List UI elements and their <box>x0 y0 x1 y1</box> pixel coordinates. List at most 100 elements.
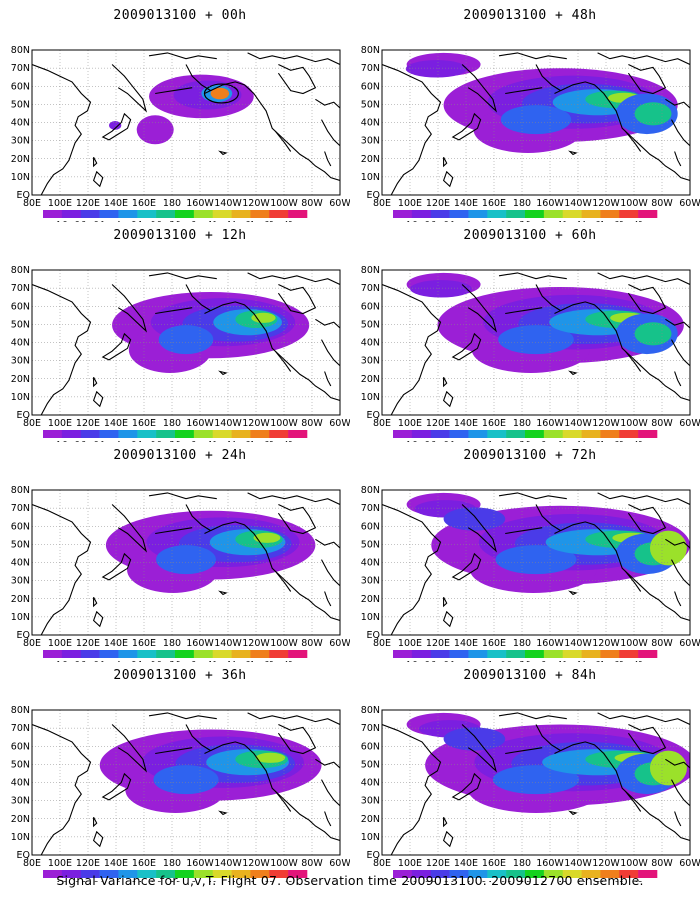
longitude-label: 140E <box>454 198 478 209</box>
colorbar-swatch <box>600 870 620 878</box>
colorbar-label: 21 <box>596 660 605 662</box>
longitude-label: 60W <box>329 198 350 209</box>
longitude-label: 180 <box>163 858 181 869</box>
coastline <box>324 371 332 387</box>
colorbar: 1.8 2.2 3.1 4 5.1 6.3 7.5 9 11 14 21 29 40 <box>393 650 658 662</box>
coastline <box>247 712 340 725</box>
colorbar-label: 11 <box>558 220 567 222</box>
colorbar-swatch <box>99 430 119 438</box>
colorbar-swatch <box>212 210 232 218</box>
longitude-label: 160E <box>132 638 156 649</box>
longitude-label: 60W <box>679 638 700 649</box>
colorbar-swatch <box>43 870 63 878</box>
colorbar: 1.8 2.2 3.1 4 5.1 6.3 7.5 9 11 14 21 29 40 <box>43 870 308 882</box>
longitude-label: 60W <box>329 858 350 869</box>
coastline <box>210 81 340 182</box>
latitude-label: 40N <box>11 118 30 129</box>
figure-caption: Signal Variance for u,v,T. Flight 07. Ob… <box>56 873 644 888</box>
latitude-label: 70N <box>361 723 380 734</box>
colorbar-swatch <box>581 430 601 438</box>
colorbar-swatch <box>61 210 82 218</box>
variance-shading <box>498 325 574 355</box>
colorbar-label: 9 <box>192 440 196 442</box>
coastline <box>277 284 317 315</box>
panel-title: 2009013100 + 12h <box>113 228 247 243</box>
latitude-label: 60N <box>11 741 30 752</box>
colorbar-swatch <box>411 650 432 658</box>
variance-shading <box>492 765 580 795</box>
coastline <box>442 610 454 628</box>
coastline <box>185 724 212 754</box>
coastline <box>498 712 567 720</box>
coastline <box>627 504 667 535</box>
colorbar-swatch <box>543 870 564 878</box>
longitude-label: 100W <box>270 198 298 209</box>
map-panel: 2009013100 + 00h 80N 70N 60N 50N 40N 30N 20N 10N… <box>10 8 350 223</box>
colorbar-label: 29 <box>265 220 274 222</box>
longitude-label: 100W <box>270 638 298 649</box>
map-panel: 2009013100 + 60h 80N 70N 60N 50N 40N 30N 20N 10N… <box>360 228 700 443</box>
longitude-label: 100W <box>620 858 648 869</box>
colorbar-swatch <box>99 210 119 218</box>
longitude-label: 160E <box>482 418 506 429</box>
coastline <box>218 150 228 156</box>
colorbar-swatch <box>506 650 526 658</box>
longitude-label: 80E <box>373 198 391 209</box>
colorbar-label: 1.8 <box>406 220 417 222</box>
map-panel: 2009013100 + 36h 80N 70N 60N 50N 40N 30N 20N 10N… <box>10 668 350 883</box>
colorbar-swatch <box>411 430 432 438</box>
colorbar-label: 14 <box>577 440 586 442</box>
colorbar-swatch <box>562 430 582 438</box>
colorbar-swatch <box>449 650 469 658</box>
colorbar-label: 40 <box>634 880 643 882</box>
coastline <box>382 283 442 415</box>
latitude-label: 40N <box>361 558 380 569</box>
colorbar-label: 4 <box>466 660 470 662</box>
colorbar-label: 7.5 <box>520 440 531 442</box>
coastline <box>93 157 98 168</box>
coastline <box>32 283 92 415</box>
colorbar-swatch <box>468 870 488 878</box>
colorbar-swatch <box>156 210 176 218</box>
coastline <box>155 527 193 535</box>
latitude-label: 80N <box>361 45 380 56</box>
longitude-label: 80E <box>373 638 391 649</box>
longitude-label: 160E <box>132 858 156 869</box>
coastline <box>505 527 543 535</box>
colorbar-swatch <box>61 870 82 878</box>
longitude-label: 100W <box>620 418 648 429</box>
colorbar-label: 5.1 <box>132 660 143 662</box>
latitude-label: 50N <box>361 759 380 770</box>
longitude-label: 140W <box>214 858 242 869</box>
colorbar-swatch <box>430 870 450 878</box>
variance-shading <box>253 532 281 543</box>
colorbar-label: 1.8 <box>56 440 67 442</box>
coastline <box>101 552 132 581</box>
coastline <box>674 371 682 387</box>
colorbar-swatch <box>581 650 601 658</box>
colorbar-label: 1.8 <box>406 660 417 662</box>
latitude-label: 70N <box>361 63 380 74</box>
colorbar-label: 5.1 <box>132 880 143 882</box>
colorbar-label: 4 <box>466 880 470 882</box>
colorbar-swatch <box>487 430 507 438</box>
longitude-label: 160E <box>482 638 506 649</box>
longitude-label: 140W <box>564 418 592 429</box>
colorbar-swatch <box>525 650 545 658</box>
colorbar-label: 9 <box>192 880 196 882</box>
coastline <box>535 64 562 94</box>
longitude-label: 120W <box>242 638 270 649</box>
colorbar-label: 2.2 <box>75 880 86 882</box>
latitude-label: 80N <box>361 485 380 496</box>
coastline <box>597 712 690 725</box>
coastline <box>247 52 340 65</box>
longitude-label: 80E <box>23 858 41 869</box>
colorbar-swatch <box>80 210 100 218</box>
coastline <box>671 119 690 147</box>
colorbar-label: 7.5 <box>170 880 181 882</box>
variance-shading <box>153 765 219 795</box>
coastline <box>148 52 217 60</box>
colorbar-label: 2.2 <box>75 660 86 662</box>
coastline <box>671 339 690 367</box>
